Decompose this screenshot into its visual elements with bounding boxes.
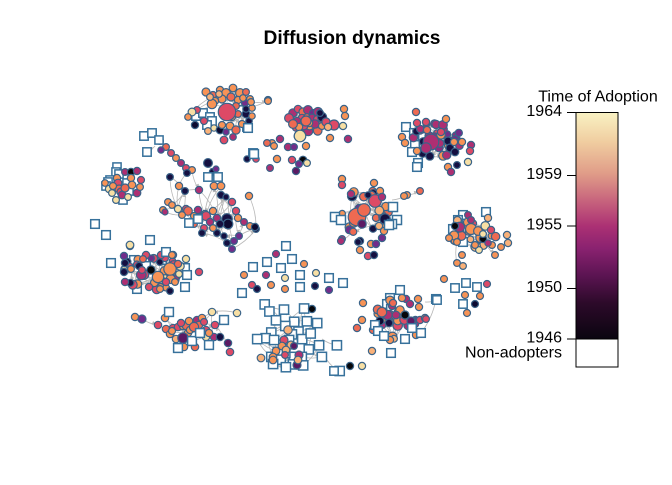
svg-text:Time of Adoption: Time of Adoption [538,88,657,105]
svg-text:1950: 1950 [526,279,562,296]
svg-text:1959: 1959 [526,166,562,183]
svg-text:1964: 1964 [526,103,562,120]
svg-text:Non-adopters: Non-adopters [465,344,562,361]
svg-text:1946: 1946 [526,330,562,347]
svg-text:Diffusion dynamics: Diffusion dynamics [264,28,441,49]
svg-text:1955: 1955 [526,217,562,234]
